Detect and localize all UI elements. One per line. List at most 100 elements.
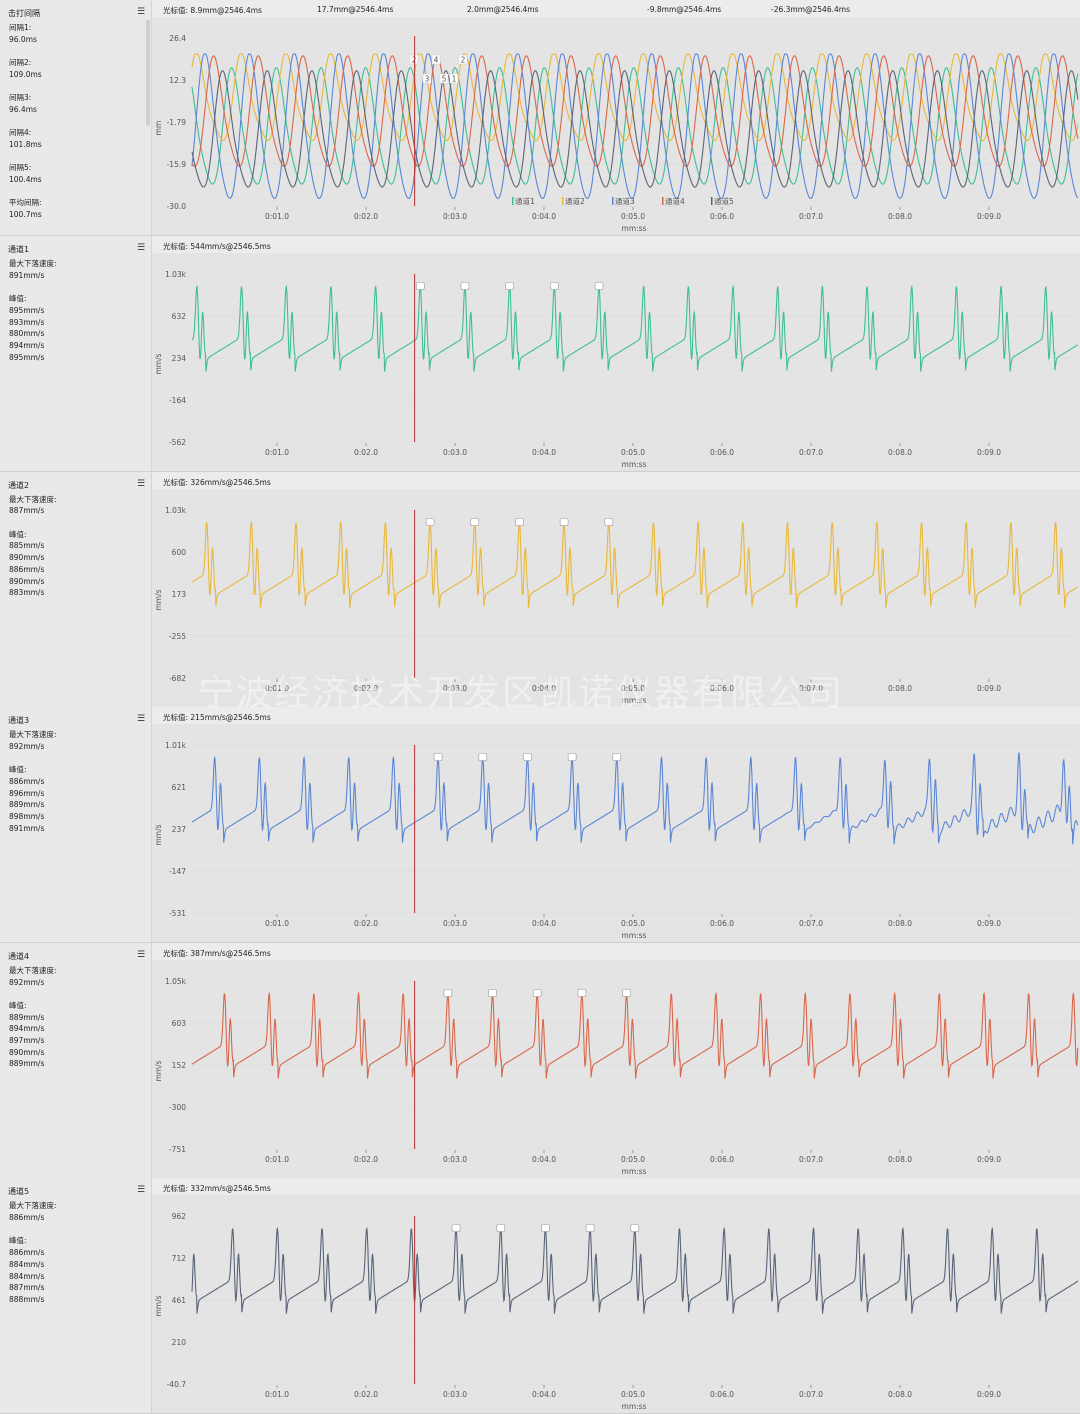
legend-item-ch3[interactable]: 通道3 [615,196,635,206]
chart-svg[interactable]: 962 712 461 210 -40.7 mm/s 0:01.0 0:02.0 0:03.0 0… [152,1178,1080,1413]
chart-area[interactable]: 光标值: 387mm/s@2546.5ms 1.05k 603 152 -300 -751… [152,942,1080,1178]
peak-value: 891mm/s [9,823,45,833]
peak-marker[interactable] [604,517,614,526]
point-label-box[interactable] [458,54,468,65]
x-axis-label: mm:ss [622,460,647,469]
scrollbar[interactable] [146,20,150,126]
point-label-box[interactable] [449,73,459,84]
cursor-value: 光标值: 544mm/s@2546.5ms [163,242,271,251]
list-settings-icon[interactable]: ☰ [137,7,146,17]
x-tick-label: 0:04.0 [532,212,556,221]
max-fall-speed-value: 887mm/s [9,506,45,516]
chart-area[interactable]: 光标值: 544mm/s@2546.5ms 1.03k 632 234 -164 -562… [152,236,1080,471]
y-tick-label: -40.7 [167,1380,187,1389]
x-tick-label: 0:07.0 [799,1390,823,1399]
x-tick-label: 0:04.0 [532,684,556,693]
strike-interval-panel: 击打间隔 ☰ 间隔1: 96.0ms 间隔2: 109.0ms 间隔3: 96.4ms 间隔4:… [0,0,1080,236]
point-label-box[interactable] [431,54,441,65]
legend-swatch [512,197,514,205]
legend-item-ch2[interactable]: 通道2 [565,196,585,206]
x-tick-label: 0:07.0 [799,684,823,693]
peak-marker[interactable] [523,753,532,761]
peak-marker[interactable] [433,753,443,761]
legend-item-ch5[interactable]: 通道5 [714,196,734,206]
velocity-line [191,991,1079,1079]
y-tick-label: -1.79 [167,118,187,127]
list-settings-icon[interactable]: ☰ [137,949,146,960]
cursor-value: 光标值: 8.9mm@2546.4ms [163,6,262,15]
point-label-box[interactable] [409,54,419,65]
peak-marker[interactable] [425,517,435,526]
peak-marker[interactable] [559,517,569,526]
peak-marker[interactable] [622,988,631,997]
x-tick-label: 0:09.0 [977,919,1001,928]
x-tick-label: 0:09.0 [977,448,1001,457]
cursor-readout: 光标值: 544mm/s@2546.5ms [152,236,1080,253]
peak-marker[interactable] [541,1224,550,1233]
y-tick-label: 621 [172,783,187,792]
x-tick-label: 0:03.0 [443,448,467,457]
point-label-box[interactable] [422,73,432,84]
peak-marker[interactable] [443,988,453,997]
peak-marker[interactable] [496,1224,506,1233]
peak-value: 885mm/s [9,541,45,551]
peak-marker[interactable] [594,282,604,290]
peak-value: 880mm/s [9,329,45,339]
info-sidebar: 击打间隔 ☰ 间隔1: 96.0ms 间隔2: 109.0ms 间隔3: 96.4ms 间隔4:… [0,0,152,235]
point-label: 2 [461,56,466,65]
peak-marker[interactable] [478,753,488,761]
chart-area[interactable]: 光标值: 332mm/s@2546.5ms 962 712 461 210 -40.7 mm… [152,1178,1080,1414]
list-settings-icon[interactable]: ☰ [137,1185,146,1196]
y-axis-label: mm/s [154,825,163,846]
peak-marker[interactable] [612,753,622,761]
y-tick-label: -682 [169,674,186,683]
legend-item-ch1[interactable]: 通道1 [515,196,535,206]
velocity-line [191,284,1079,372]
chart-area[interactable]: 光标值: 8.9mm@2546.4ms 17.7mm@2546.4ms 2.0mm@… [152,0,1080,235]
list-settings-icon[interactable]: ☰ [137,714,146,725]
peak-marker[interactable] [451,1224,461,1233]
velocity-line [191,1227,1079,1315]
chart-svg[interactable]: 1.03k 600 173 -255 -682 mm/s 0:01.0 0:02.0 0:03.… [152,472,1080,707]
chart-svg[interactable]: 1.03k 632 234 -164 -562 mm/s 0:01.0 0:02.0 0:03.… [152,236,1080,471]
peak-value: 886mm/s [9,564,45,574]
list-settings-icon[interactable]: ☰ [137,243,146,253]
peak-marker[interactable] [415,282,425,290]
chart-svg[interactable]: 1.01k 621 237 -147 -531 mm/s 0:01.0 0:02.0 0:03.… [152,707,1080,942]
cursor-value: 17.7mm@2546.4ms [317,5,394,14]
peak-value: 897mm/s [9,1036,45,1045]
peak-marker[interactable] [488,988,497,997]
x-tick-label: 0:08.0 [888,919,912,928]
peak-marker[interactable] [577,988,587,997]
chart-svg[interactable]: 1.05k 603 152 -300 -751 mm/s 0:01.0 0:02.0 0:03.… [152,943,1080,1178]
x-tick-label: 0:04.0 [532,1155,556,1164]
y-tick-label: 1.03k [165,270,187,279]
velocity-line [191,520,1079,608]
info-sidebar: 通道4 ☰ 最大下落速度: 892mm/s 峰值: 889mm/s 894mm/s 897mm… [0,942,152,1178]
chart-area[interactable]: 光标值: 215mm/s@2546.5ms 1.01k 621 237 -147 -531… [152,707,1080,943]
peak-marker[interactable] [505,282,514,290]
peak-marker[interactable] [567,753,577,761]
chart-svg[interactable]: 26.4 12.3 -1.79 -15.9 -30.0 mm 0:01.0 0:02.0 0:0… [152,0,1080,235]
peak-marker[interactable] [470,517,480,526]
peak-marker[interactable] [515,517,524,526]
y-axis-label: mm/s [154,1296,163,1317]
panel-title: 通道3 [8,716,30,726]
list-settings-icon[interactable]: ☰ [137,478,146,489]
peak-value: 890mm/s [9,576,45,586]
info-sidebar: 通道5 ☰ 最大下落速度: 886mm/s 峰值: 886mm/s 884mm/s 884mm… [0,1178,152,1414]
peak-marker[interactable] [585,1224,595,1233]
peak-marker[interactable] [550,282,559,290]
chart-area[interactable]: 光标值: 326mm/s@2546.5ms 1.03k 600 173 -255 -682… [152,471,1080,707]
x-tick-label: 0:05.0 [621,1390,645,1399]
y-axis-label: mm/s [154,589,163,610]
channel-panel-3: 通道3 ☰ 最大下落速度: 892mm/s 峰值: 886mm/s 896mm/s 889mm… [0,707,1080,944]
peak-marker[interactable] [630,1224,640,1233]
peak-marker[interactable] [460,282,470,290]
peak-marker[interactable] [532,988,542,997]
cursor-readout: 光标值: 332mm/s@2546.5ms [152,1178,1080,1196]
point-label-box[interactable] [439,73,449,84]
y-tick-label: 1.05k [165,977,187,986]
legend-item-ch4[interactable]: 通道4 [665,196,685,206]
info-list: 间隔1: 96.0ms 间隔2: 109.0ms 间隔3: 96.4ms 间隔4: 101.8… [9,22,42,221]
